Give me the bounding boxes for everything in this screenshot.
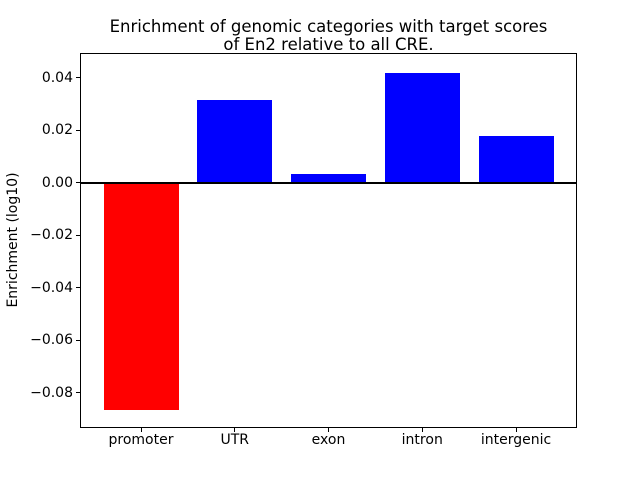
y-tick-mark (76, 392, 80, 394)
x-tick-mark (328, 428, 329, 432)
chart-title: Enrichment of genomic categories with ta… (80, 18, 577, 53)
y-tick-label: −0.06 (30, 332, 73, 349)
x-tick-mark (234, 428, 236, 432)
x-tick-label-UTR: UTR (220, 432, 250, 448)
bar-intron (384, 73, 460, 183)
x-tick-label-intron: intron (401, 432, 443, 448)
y-tick-mark (76, 182, 80, 184)
x-tick-label-promoter: promoter (108, 432, 174, 448)
x-tick-mark (515, 428, 517, 432)
chart-title-line1: Enrichment of genomic categories with ta… (109, 17, 548, 36)
y-tick-label: −0.04 (30, 279, 73, 296)
x-tick-label-exon: exon (311, 432, 346, 448)
bar-intergenic (478, 135, 554, 183)
y-axis-label: Enrichment (log10) (5, 172, 21, 308)
zero-line (80, 181, 577, 184)
x-tick-label-intergenic: intergenic (480, 432, 552, 448)
y-tick-label: 0.02 (41, 122, 73, 139)
bar-exon (291, 174, 366, 183)
y-tick-label: 0.04 (41, 69, 73, 86)
y-tick-label: 0.00 (41, 174, 73, 191)
y-tick-mark (76, 287, 80, 289)
x-tick-mark (421, 428, 423, 432)
chart-title-line2: of En2 relative to all CRE. (223, 34, 434, 54)
y-tick-mark (76, 77, 80, 79)
x-tick-mark (140, 428, 142, 432)
y-tick-mark (76, 234, 80, 236)
bar-promoter (103, 182, 179, 410)
y-tick-mark (76, 129, 80, 131)
bar-UTR (197, 100, 273, 183)
y-tick-mark (76, 339, 80, 341)
y-tick-label: −0.08 (30, 384, 73, 401)
y-tick-label: −0.02 (30, 227, 73, 244)
